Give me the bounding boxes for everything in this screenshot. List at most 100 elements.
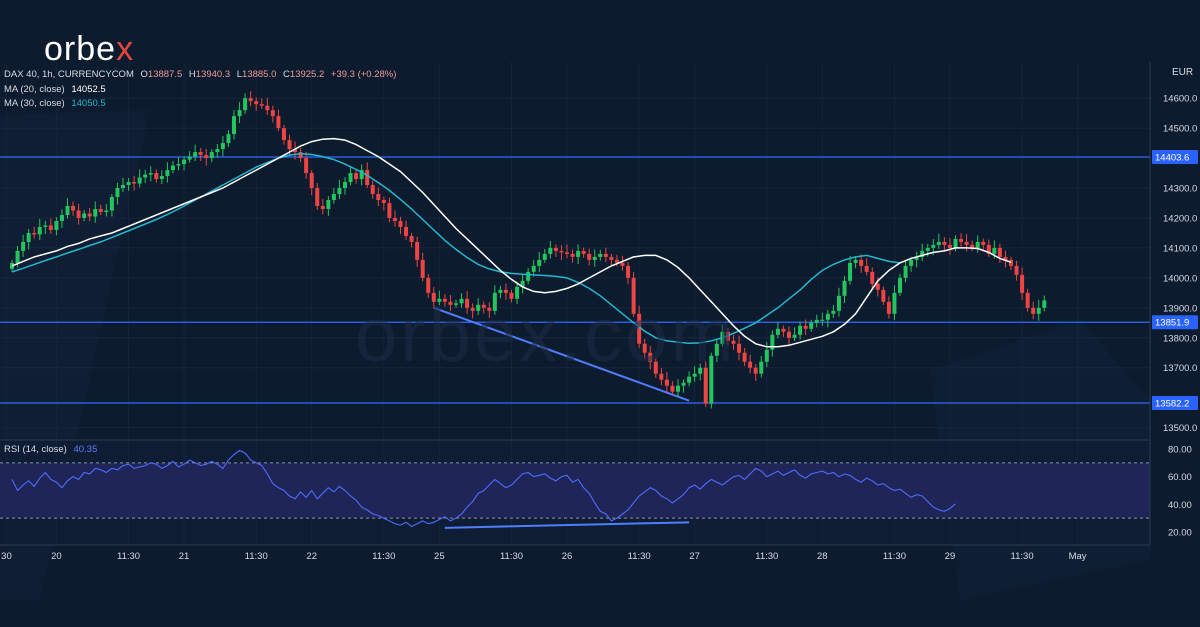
rsi-line <box>11 449 956 528</box>
candle-body <box>592 256 597 260</box>
candle <box>270 105 275 123</box>
candle-body <box>681 382 686 386</box>
candle <box>814 314 819 328</box>
candle-body <box>204 155 209 159</box>
candle <box>881 286 886 306</box>
candle <box>43 220 48 235</box>
ma30-line <box>11 152 901 344</box>
candle-body <box>975 241 980 248</box>
candle <box>304 151 309 179</box>
currency-label: EUR <box>1172 67 1194 78</box>
candle-body <box>836 295 841 311</box>
candle-body <box>731 340 736 344</box>
candle <box>587 248 592 266</box>
candle <box>792 327 797 342</box>
candle-body <box>637 313 642 344</box>
candle-body <box>526 271 531 281</box>
time-tick-label: 28 <box>817 551 828 562</box>
candle-body <box>492 292 497 311</box>
orbex-logo: orbex <box>44 30 134 69</box>
horizontal-levels: 14403.6 13851.9 13582.2 <box>0 150 1198 410</box>
symbol-name: DAX 40, 1h, CURRENCYCOM <box>4 69 134 80</box>
time-tick-label: 11:30 <box>628 551 651 562</box>
candle-body <box>953 238 958 248</box>
time-tick-label: May <box>1069 551 1087 562</box>
candle-body <box>515 286 520 299</box>
candle-body <box>21 241 26 251</box>
high-value: 13940.3 <box>195 69 231 80</box>
candle-body <box>909 259 914 266</box>
rsi-tick-label: 80.00 <box>1168 445 1192 456</box>
candle-body <box>936 241 941 245</box>
candle <box>309 170 314 196</box>
candle <box>936 233 941 249</box>
time-tick-label: 27 <box>689 551 700 562</box>
level-label-support: 13851.9 <box>1155 318 1189 329</box>
candle <box>653 358 658 378</box>
candle <box>481 301 486 314</box>
candle <box>592 249 597 267</box>
candle <box>276 109 281 132</box>
symbol-legend: DAX 40, 1h, CURRENCYCOM O13887.5 H13940.… <box>4 69 396 80</box>
candle <box>1003 250 1008 268</box>
candle-body <box>48 225 53 230</box>
candle-body <box>775 328 780 335</box>
candle <box>509 289 514 303</box>
price-tick-label: 14600.0 <box>1163 94 1197 105</box>
candle <box>437 290 442 306</box>
candle <box>775 322 780 339</box>
candle-body <box>165 170 170 177</box>
candle-body <box>886 301 891 314</box>
candle-body <box>209 152 214 159</box>
candle-body <box>104 210 109 212</box>
candle <box>137 169 142 188</box>
candle-body <box>642 343 647 353</box>
candle <box>65 198 70 219</box>
candle-body <box>170 165 175 171</box>
candle-body <box>986 244 991 254</box>
low-value: 13885.0 <box>242 69 277 80</box>
candle-body <box>454 303 458 305</box>
candle <box>343 177 347 195</box>
ma20-line <box>11 137 1012 348</box>
candle-body <box>831 310 836 314</box>
time-tick-label: 22 <box>306 551 317 562</box>
close-label: C <box>283 69 290 80</box>
candle <box>687 371 692 387</box>
candle-body <box>947 244 952 248</box>
candle <box>798 321 803 340</box>
candle <box>170 161 175 174</box>
candle <box>886 296 891 319</box>
candle-body <box>648 352 653 362</box>
candle-body <box>565 252 569 254</box>
candle <box>748 354 753 374</box>
rsi-trendline <box>444 521 690 529</box>
candle-body <box>459 298 464 304</box>
candle <box>115 182 120 205</box>
candles <box>10 91 1047 409</box>
time-tick-label: 29 <box>945 551 956 562</box>
change-value: +39.3 (+0.28%) <box>330 69 397 80</box>
candle-body <box>509 292 514 299</box>
candle-body <box>226 134 231 144</box>
candle <box>759 356 764 378</box>
candle-body <box>370 185 375 195</box>
candle-body <box>281 128 286 141</box>
candle-body <box>520 280 525 287</box>
candle <box>570 249 575 263</box>
candle <box>187 151 192 163</box>
candle-body <box>442 298 447 302</box>
candle <box>975 235 980 253</box>
candle <box>947 238 952 255</box>
candle-body <box>853 259 858 263</box>
candle-body <box>664 379 669 386</box>
candle-body <box>1009 259 1013 266</box>
time-tick-label: 11:30 <box>117 551 140 562</box>
candle <box>71 201 76 216</box>
candle <box>298 147 303 163</box>
ma20-label: MA (20, close) <box>4 84 65 95</box>
candle <box>448 294 453 312</box>
candle <box>853 256 858 269</box>
candle-body <box>243 98 248 111</box>
candle-body <box>392 217 397 221</box>
